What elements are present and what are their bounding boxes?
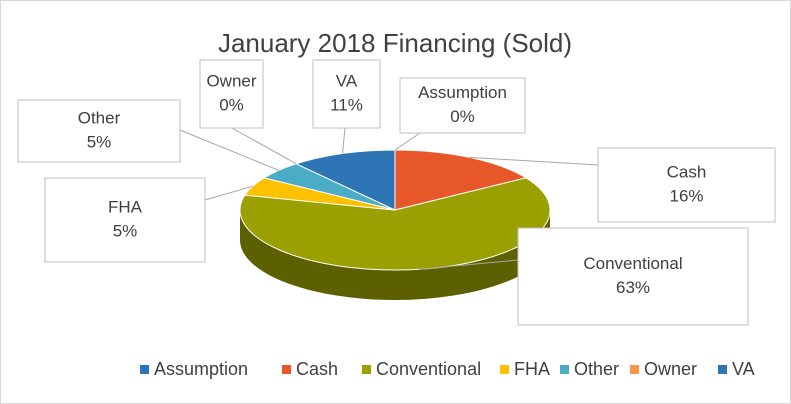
pie-slice xyxy=(394,149,528,211)
legend-label: Conventional xyxy=(376,359,481,379)
leader-line xyxy=(204,185,253,201)
legend-label: FHA xyxy=(514,359,550,379)
leader-line xyxy=(341,127,346,154)
data-label-name: Other xyxy=(78,108,121,127)
data-label-box xyxy=(312,59,381,129)
legend-marker xyxy=(630,365,639,374)
data-label-value: 5% xyxy=(87,132,112,151)
data-label-name: Cash xyxy=(667,162,707,181)
leader-line xyxy=(469,156,599,166)
data-label-value: 0% xyxy=(450,107,475,126)
legend-label: Assumption xyxy=(154,359,248,379)
data-label-value: 0% xyxy=(219,95,244,114)
data-label-name: VA xyxy=(336,71,358,90)
data-label-value: 16% xyxy=(669,186,703,205)
data-label-value: 11% xyxy=(330,95,363,114)
pie-tops xyxy=(239,149,551,271)
legend-label: Other xyxy=(574,359,619,379)
leader-line xyxy=(419,259,519,270)
data-label-box xyxy=(17,99,181,163)
data-label-name: Assumption xyxy=(418,83,507,102)
leader-line xyxy=(231,127,297,165)
legend-marker xyxy=(500,365,509,374)
data-label-box xyxy=(44,177,206,263)
data-label-box xyxy=(199,59,264,129)
legend-label: Owner xyxy=(644,359,697,379)
legend-marker xyxy=(560,365,569,374)
data-label-name: Conventional xyxy=(583,254,682,273)
legend-marker xyxy=(282,365,291,374)
leader-line xyxy=(394,132,421,151)
data-label-box xyxy=(399,77,526,134)
legend-marker xyxy=(718,365,727,374)
data-label-box xyxy=(517,227,749,326)
legend-marker xyxy=(362,365,371,374)
legend-label: VA xyxy=(732,359,755,379)
leader-line xyxy=(179,129,279,171)
legend-marker xyxy=(140,365,149,374)
data-label-value: 63% xyxy=(616,278,650,297)
pie-slice xyxy=(294,149,396,211)
data-label-box xyxy=(597,147,776,223)
legend-label: Cash xyxy=(296,359,338,379)
chart-title: January 2018 Financing (Sold) xyxy=(218,28,572,58)
data-label-name: Owner xyxy=(206,71,256,90)
data-label-value: 5% xyxy=(113,221,138,240)
pie-slice-side xyxy=(240,210,550,300)
data-label-name: FHA xyxy=(108,197,143,216)
pie-sides xyxy=(240,210,550,300)
